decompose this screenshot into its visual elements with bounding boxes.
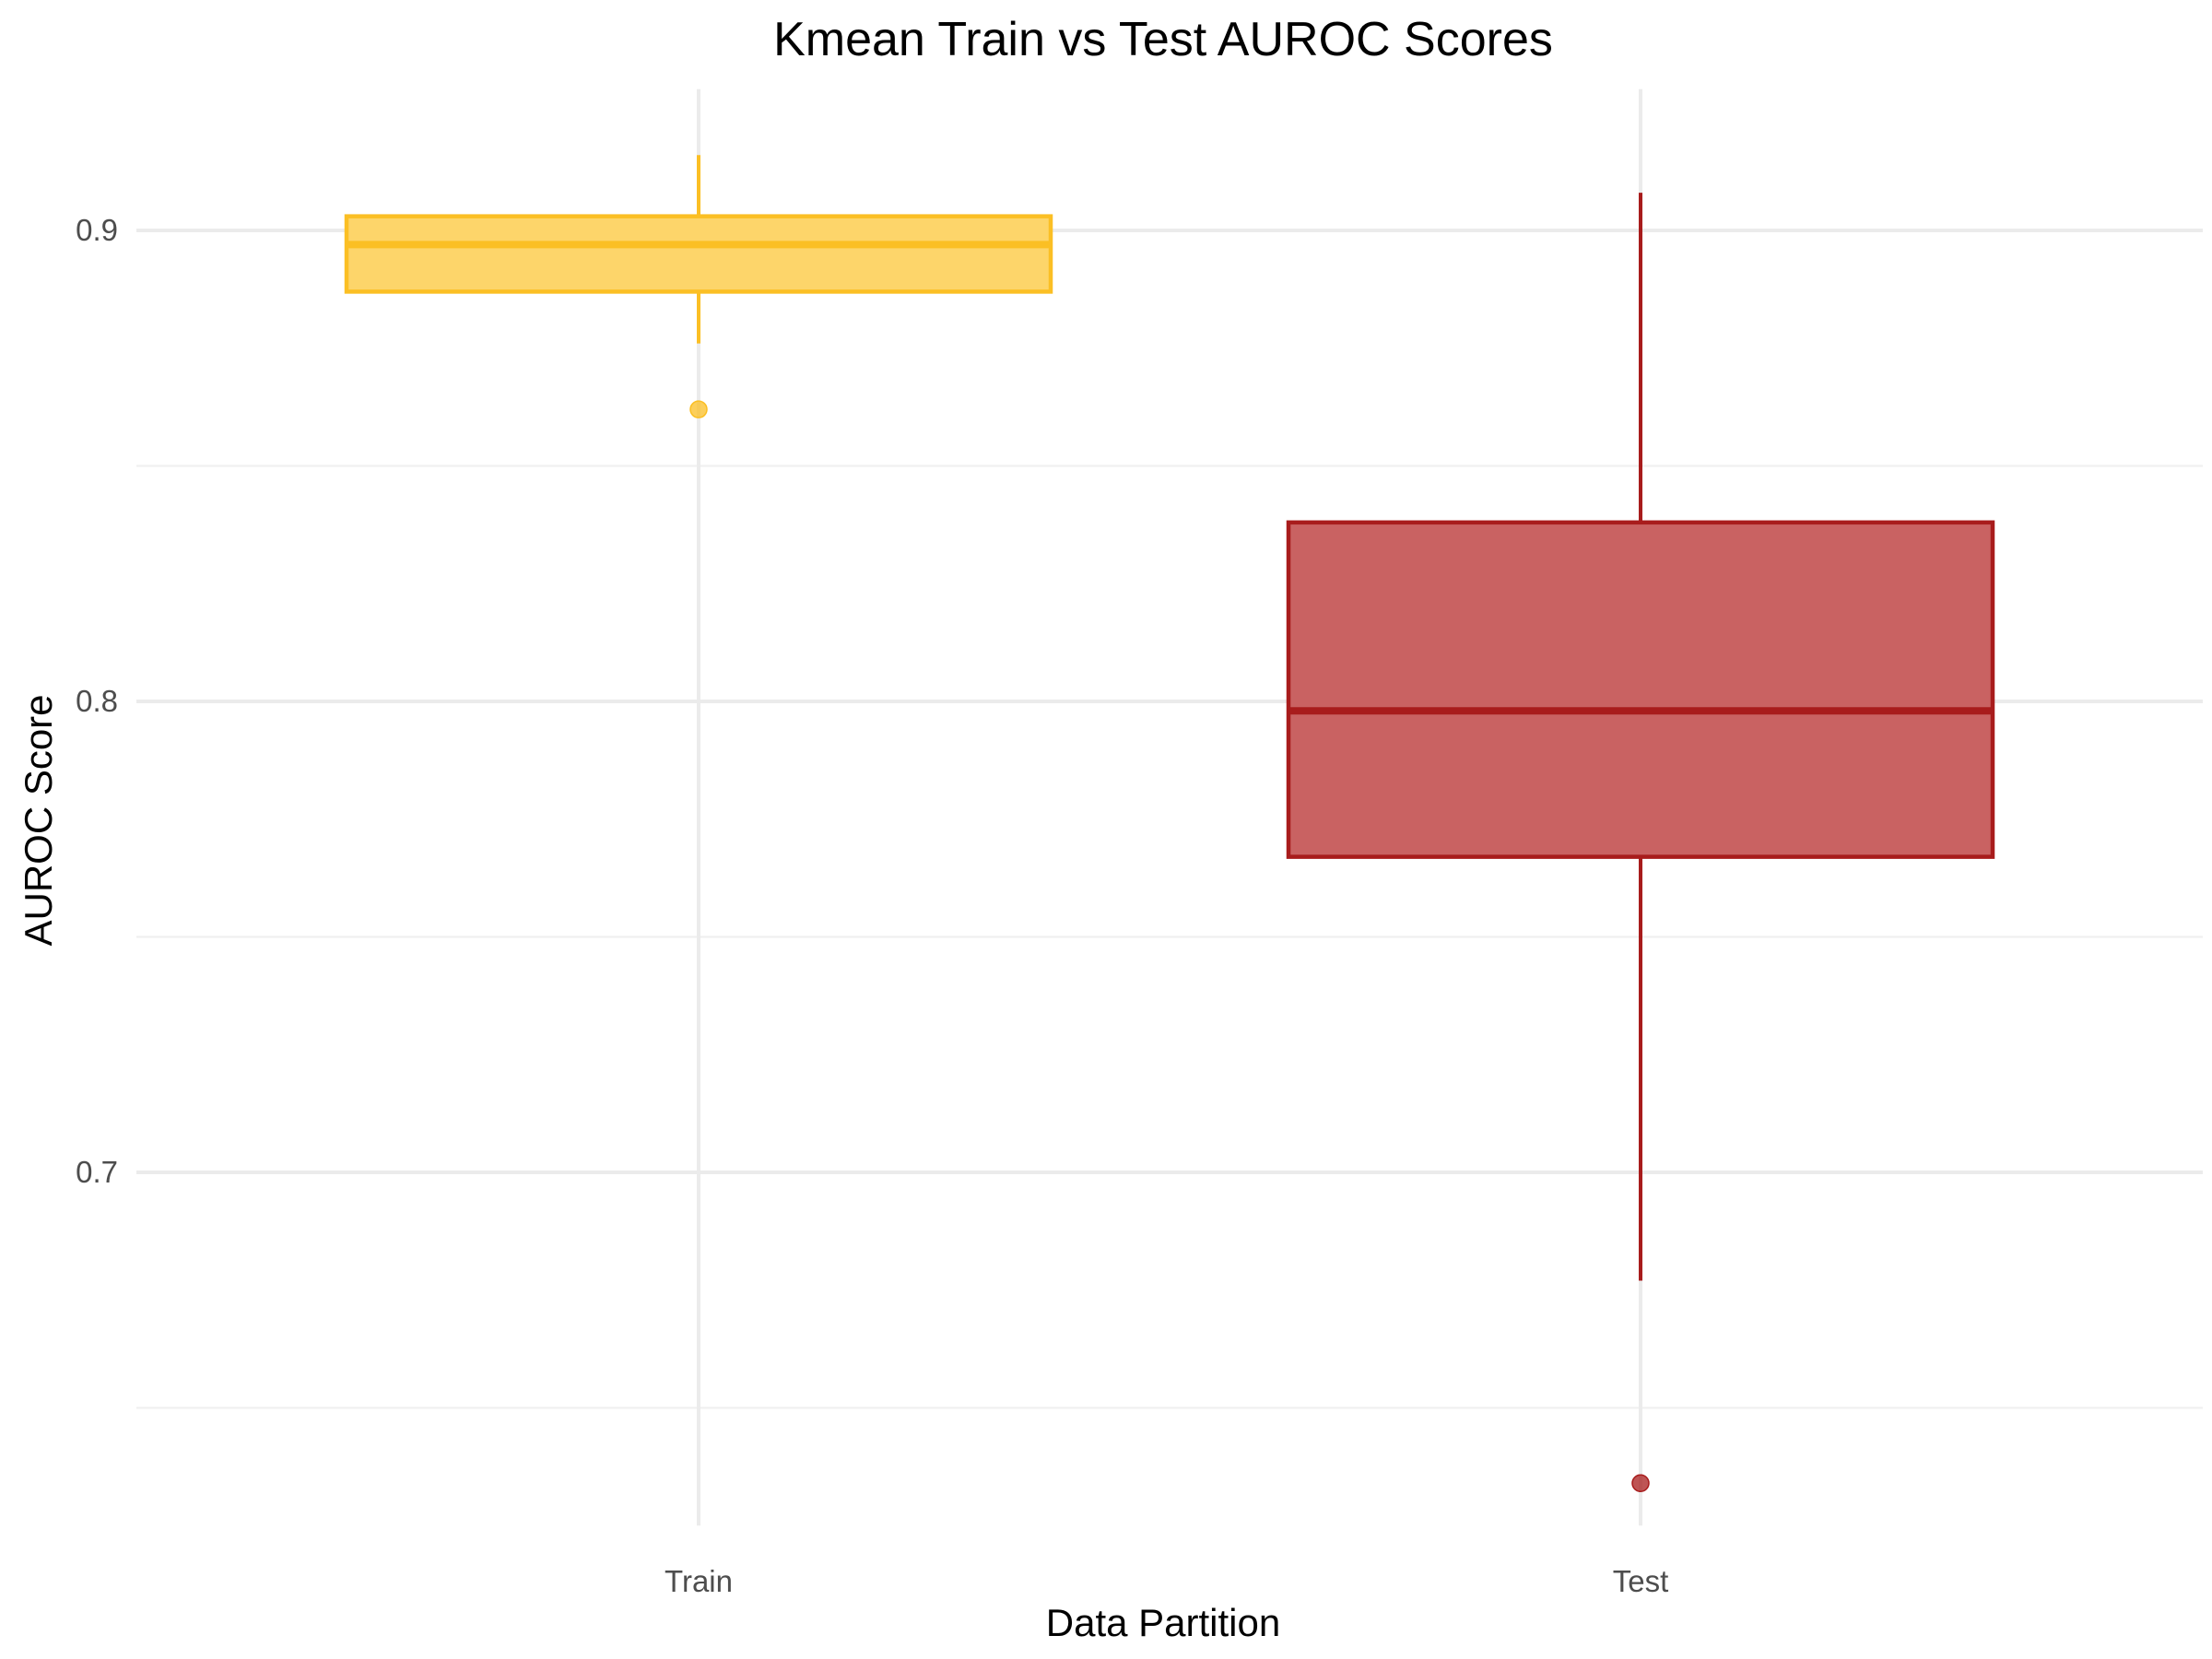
y-tick-label: 0.7	[76, 1155, 118, 1189]
boxplot-series	[344, 155, 1995, 1493]
y-tick-label: 0.9	[76, 213, 118, 247]
x-axis-ticks: Train Test	[665, 1564, 1668, 1598]
x-tick-label: Train	[665, 1564, 733, 1598]
box-iqr	[1286, 520, 1995, 859]
x-tick-label: Test	[1613, 1564, 1669, 1598]
y-tick-label: 0.8	[76, 684, 118, 718]
outlier-point	[1631, 1474, 1650, 1493]
box-iqr	[344, 214, 1053, 294]
y-axis-title: AUROC Score	[17, 694, 60, 946]
chart-title: Kmean Train vs Test AUROC Scores	[773, 13, 1553, 66]
box-train	[344, 155, 1053, 418]
y-axis-ticks: 0.7 0.8 0.9	[76, 213, 118, 1189]
outlier-point	[689, 400, 708, 418]
x-axis-title: Data Partition	[1046, 1601, 1280, 1644]
box-test	[1286, 193, 1995, 1493]
